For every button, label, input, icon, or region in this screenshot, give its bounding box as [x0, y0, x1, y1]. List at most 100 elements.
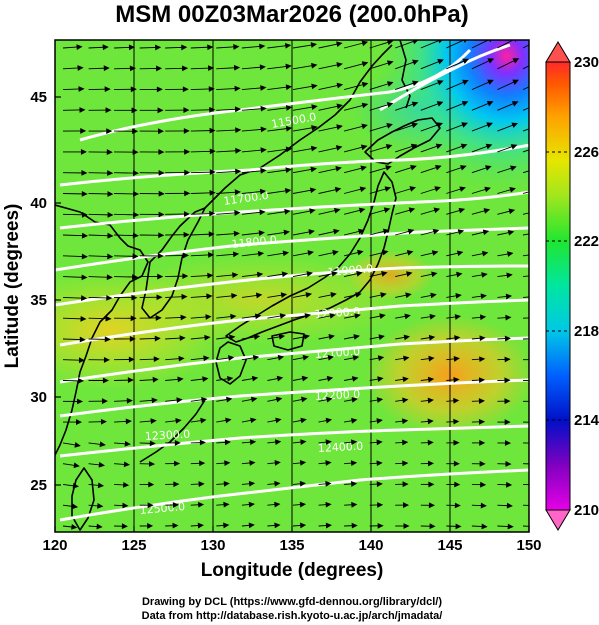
wind-arrow-head — [172, 522, 179, 529]
wind-arrow-head — [453, 439, 460, 446]
wind-arrow-head — [209, 169, 216, 176]
wind-arrow-head — [147, 522, 154, 529]
wind-arrow-head — [155, 44, 162, 51]
wind-arrow-head — [127, 377, 134, 384]
y-axis — [55, 96, 61, 486]
wind-arrow-head — [531, 420, 536, 424]
wind-arrow-shaft — [522, 170, 529, 174]
wind-arrow-head — [200, 417, 207, 424]
wind-arrow-head — [403, 334, 411, 341]
wind-arrow-head — [427, 418, 434, 425]
wind-arrow-head — [228, 355, 235, 361]
wind-arrow-head — [325, 522, 332, 529]
wind-arrow-head — [459, 186, 466, 192]
wind-arrow-head — [175, 417, 182, 424]
wind-arrow-head — [224, 460, 231, 466]
wind-arrow-head — [357, 228, 365, 235]
wind-arrow-head — [208, 251, 215, 258]
wind-arrow-head — [432, 228, 440, 235]
wind-arrow-head — [207, 272, 214, 279]
wind-arrow-head — [129, 335, 136, 342]
wind-arrow-head — [361, 102, 369, 109]
wind-arrow-shaft — [522, 212, 529, 215]
wind-arrow-head — [453, 377, 460, 383]
wind-arrow-head — [376, 439, 383, 446]
wind-arrow-head — [384, 186, 392, 192]
wind-arrow-head — [534, 210, 539, 214]
wind-arrow-head — [505, 460, 512, 467]
wind-arrow-head — [537, 145, 542, 149]
wind-arrow-head — [282, 250, 290, 257]
wind-arrow-head — [483, 208, 491, 214]
contour-12400 — [59, 424, 529, 458]
wind-arrow-head — [73, 462, 80, 469]
wind-arrow-head — [132, 149, 139, 156]
wind-arrow-head — [299, 501, 307, 508]
wind-arrow-head — [278, 333, 286, 340]
wind-arrow-head — [300, 417, 307, 424]
wind-arrow-head — [509, 187, 516, 193]
wind-arrow-head — [409, 186, 416, 192]
wind-arrow-head — [302, 354, 310, 361]
wind-arrow-head — [252, 354, 260, 361]
wind-arrow-head — [132, 170, 139, 176]
wind-arrow-head — [504, 419, 511, 426]
wind-arrow-head — [158, 190, 165, 197]
wind-arrow-head — [336, 82, 344, 89]
wind-arrow-head — [130, 315, 137, 322]
wind-arrow-head — [183, 128, 190, 134]
contour-12100 — [59, 298, 529, 347]
wind-arrow-head — [74, 442, 81, 448]
wind-arrow-head — [531, 316, 536, 320]
wind-arrow-head — [351, 417, 358, 424]
wind-arrow-head — [479, 356, 486, 363]
wind-arrow-head — [303, 333, 311, 340]
wind-arrow-shaft — [522, 191, 529, 194]
wind-arrow-head — [455, 523, 462, 530]
wind-arrow-head — [462, 79, 469, 86]
wind-arrow-head — [507, 523, 514, 530]
wind-arrow-shaft — [522, 86, 529, 91]
wind-arrow-head — [435, 164, 442, 171]
colorbar-max-triangle — [545, 41, 571, 63]
wind-arrow-head — [412, 59, 419, 66]
wind-arrow-head — [129, 65, 136, 72]
wind-arrow-head — [437, 80, 444, 86]
wind-arrow-shaft — [522, 483, 529, 486]
wind-arrow-head — [203, 355, 210, 362]
wind-arrow-head — [174, 460, 181, 467]
wind-arrow-head — [180, 314, 187, 321]
wind-arrow-head — [248, 522, 255, 529]
wind-arrow-head — [202, 376, 209, 382]
wind-arrow-head — [182, 86, 189, 93]
wind-arrow-head — [382, 228, 390, 235]
wind-arrow-head — [361, 123, 368, 130]
wind-arrow-head — [184, 190, 191, 197]
wind-arrow-shaft — [471, 40, 490, 49]
wind-arrow-head — [531, 441, 536, 445]
wind-arrow-head — [482, 250, 489, 257]
wind-arrow-head — [309, 208, 316, 214]
wind-arrow-head — [157, 273, 164, 280]
wind-arrow-head — [504, 440, 512, 446]
wind-arrow-head — [539, 59, 544, 63]
wind-arrow-head — [383, 207, 391, 214]
wind-arrow-shaft — [446, 40, 466, 49]
wind-arrow-head — [181, 44, 188, 51]
colorbar-scale — [545, 61, 571, 511]
wind-arrow-head — [481, 523, 488, 530]
wind-arrow-head — [131, 107, 138, 114]
wind-arrow-head — [505, 293, 513, 300]
wind-arrow-head — [107, 232, 114, 239]
wind-arrow-head — [121, 523, 128, 530]
wind-arrow-head — [101, 398, 108, 405]
wind-arrow-head — [411, 101, 419, 108]
wind-arrow-head — [428, 502, 435, 509]
colorbar-label-210: 210 — [574, 502, 599, 519]
wind-arrow-head — [204, 334, 211, 341]
wind-arrow-head — [300, 439, 307, 445]
wind-arrow-head — [248, 501, 255, 508]
wind-arrow-head — [130, 86, 137, 93]
wind-arrow-head — [274, 460, 281, 466]
wind-arrow-head — [325, 417, 333, 424]
